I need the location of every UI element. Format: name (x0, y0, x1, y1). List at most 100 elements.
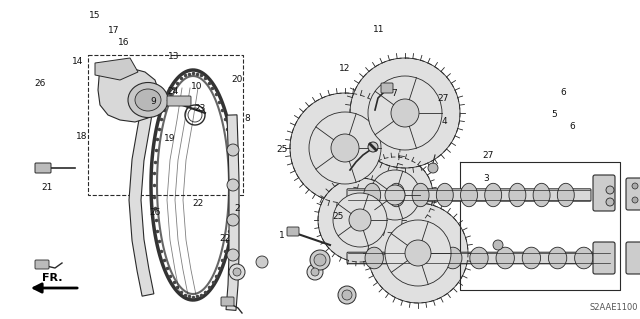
Ellipse shape (412, 183, 429, 207)
Text: 22: 22 (220, 234, 231, 243)
Ellipse shape (128, 83, 168, 117)
Circle shape (357, 157, 433, 233)
Circle shape (227, 249, 239, 261)
Circle shape (368, 76, 442, 150)
Circle shape (229, 264, 245, 280)
Text: 11: 11 (373, 25, 385, 34)
Ellipse shape (135, 89, 161, 111)
Text: 27: 27 (437, 94, 449, 103)
Text: 17: 17 (108, 26, 120, 35)
Text: 26: 26 (34, 79, 45, 88)
Ellipse shape (444, 247, 462, 269)
Text: 19: 19 (164, 134, 175, 143)
Polygon shape (95, 58, 138, 80)
Circle shape (233, 268, 241, 276)
Circle shape (227, 144, 239, 156)
Text: 24: 24 (168, 87, 179, 96)
Ellipse shape (417, 247, 436, 269)
Circle shape (310, 250, 330, 270)
Text: S2AAE1100: S2AAE1100 (590, 303, 639, 313)
Circle shape (632, 197, 638, 203)
Text: 21: 21 (41, 183, 52, 192)
Text: 6: 6 (570, 122, 575, 130)
Polygon shape (226, 115, 239, 310)
FancyBboxPatch shape (287, 227, 299, 236)
Circle shape (311, 268, 319, 276)
FancyBboxPatch shape (626, 178, 640, 210)
FancyBboxPatch shape (221, 297, 234, 306)
Polygon shape (129, 87, 156, 296)
Text: 2: 2 (234, 204, 239, 213)
Circle shape (493, 240, 503, 250)
Text: 27: 27 (482, 151, 493, 160)
Circle shape (632, 183, 638, 189)
Text: 18: 18 (76, 132, 87, 141)
Circle shape (428, 163, 438, 173)
Circle shape (385, 185, 405, 205)
Circle shape (227, 214, 239, 226)
Ellipse shape (575, 247, 593, 269)
Ellipse shape (496, 247, 515, 269)
Circle shape (368, 142, 378, 152)
Text: FR.: FR. (42, 273, 63, 283)
Text: 23: 23 (195, 104, 206, 113)
FancyBboxPatch shape (626, 242, 640, 274)
FancyBboxPatch shape (35, 163, 51, 173)
Text: 7: 7 (391, 89, 396, 98)
Text: 8: 8 (245, 115, 250, 123)
Ellipse shape (522, 247, 541, 269)
Text: 26: 26 (149, 208, 161, 217)
Circle shape (606, 198, 614, 206)
Circle shape (370, 170, 420, 220)
FancyBboxPatch shape (593, 175, 615, 211)
Circle shape (307, 264, 323, 280)
Circle shape (256, 256, 268, 268)
Ellipse shape (436, 183, 453, 207)
Text: 20: 20 (231, 75, 243, 84)
Circle shape (318, 178, 402, 262)
Text: 12: 12 (339, 64, 350, 73)
Text: 6: 6 (561, 88, 566, 97)
Circle shape (405, 240, 431, 266)
Text: 4: 4 (442, 117, 447, 126)
Circle shape (338, 286, 356, 304)
Circle shape (290, 93, 400, 203)
Circle shape (349, 209, 371, 231)
Ellipse shape (364, 183, 381, 207)
Circle shape (350, 58, 460, 168)
Text: 5: 5 (552, 110, 557, 119)
Circle shape (333, 193, 387, 247)
Ellipse shape (391, 247, 410, 269)
FancyBboxPatch shape (593, 242, 615, 274)
Text: 22: 22 (193, 199, 204, 208)
Circle shape (606, 186, 614, 194)
Circle shape (309, 112, 381, 184)
Polygon shape (98, 63, 160, 122)
Ellipse shape (365, 247, 383, 269)
Circle shape (227, 179, 239, 191)
Circle shape (342, 290, 352, 300)
Text: 9: 9 (151, 97, 156, 106)
FancyBboxPatch shape (347, 189, 591, 201)
Text: 1: 1 (279, 231, 284, 240)
Text: 14: 14 (72, 57, 84, 66)
Text: 10: 10 (191, 82, 203, 91)
Text: 25: 25 (276, 145, 287, 154)
Text: 15: 15 (89, 11, 100, 20)
Ellipse shape (533, 183, 550, 207)
Ellipse shape (548, 247, 567, 269)
FancyBboxPatch shape (347, 252, 611, 264)
Text: 13: 13 (168, 52, 180, 61)
Circle shape (314, 254, 326, 266)
Text: 3: 3 (484, 174, 489, 182)
Circle shape (331, 134, 359, 162)
Ellipse shape (461, 183, 477, 207)
Ellipse shape (388, 183, 405, 207)
FancyBboxPatch shape (35, 260, 49, 269)
Ellipse shape (484, 183, 502, 207)
Ellipse shape (557, 183, 574, 207)
Circle shape (391, 99, 419, 127)
Text: 16: 16 (118, 38, 129, 47)
Text: 25: 25 (332, 212, 344, 221)
Ellipse shape (470, 247, 488, 269)
